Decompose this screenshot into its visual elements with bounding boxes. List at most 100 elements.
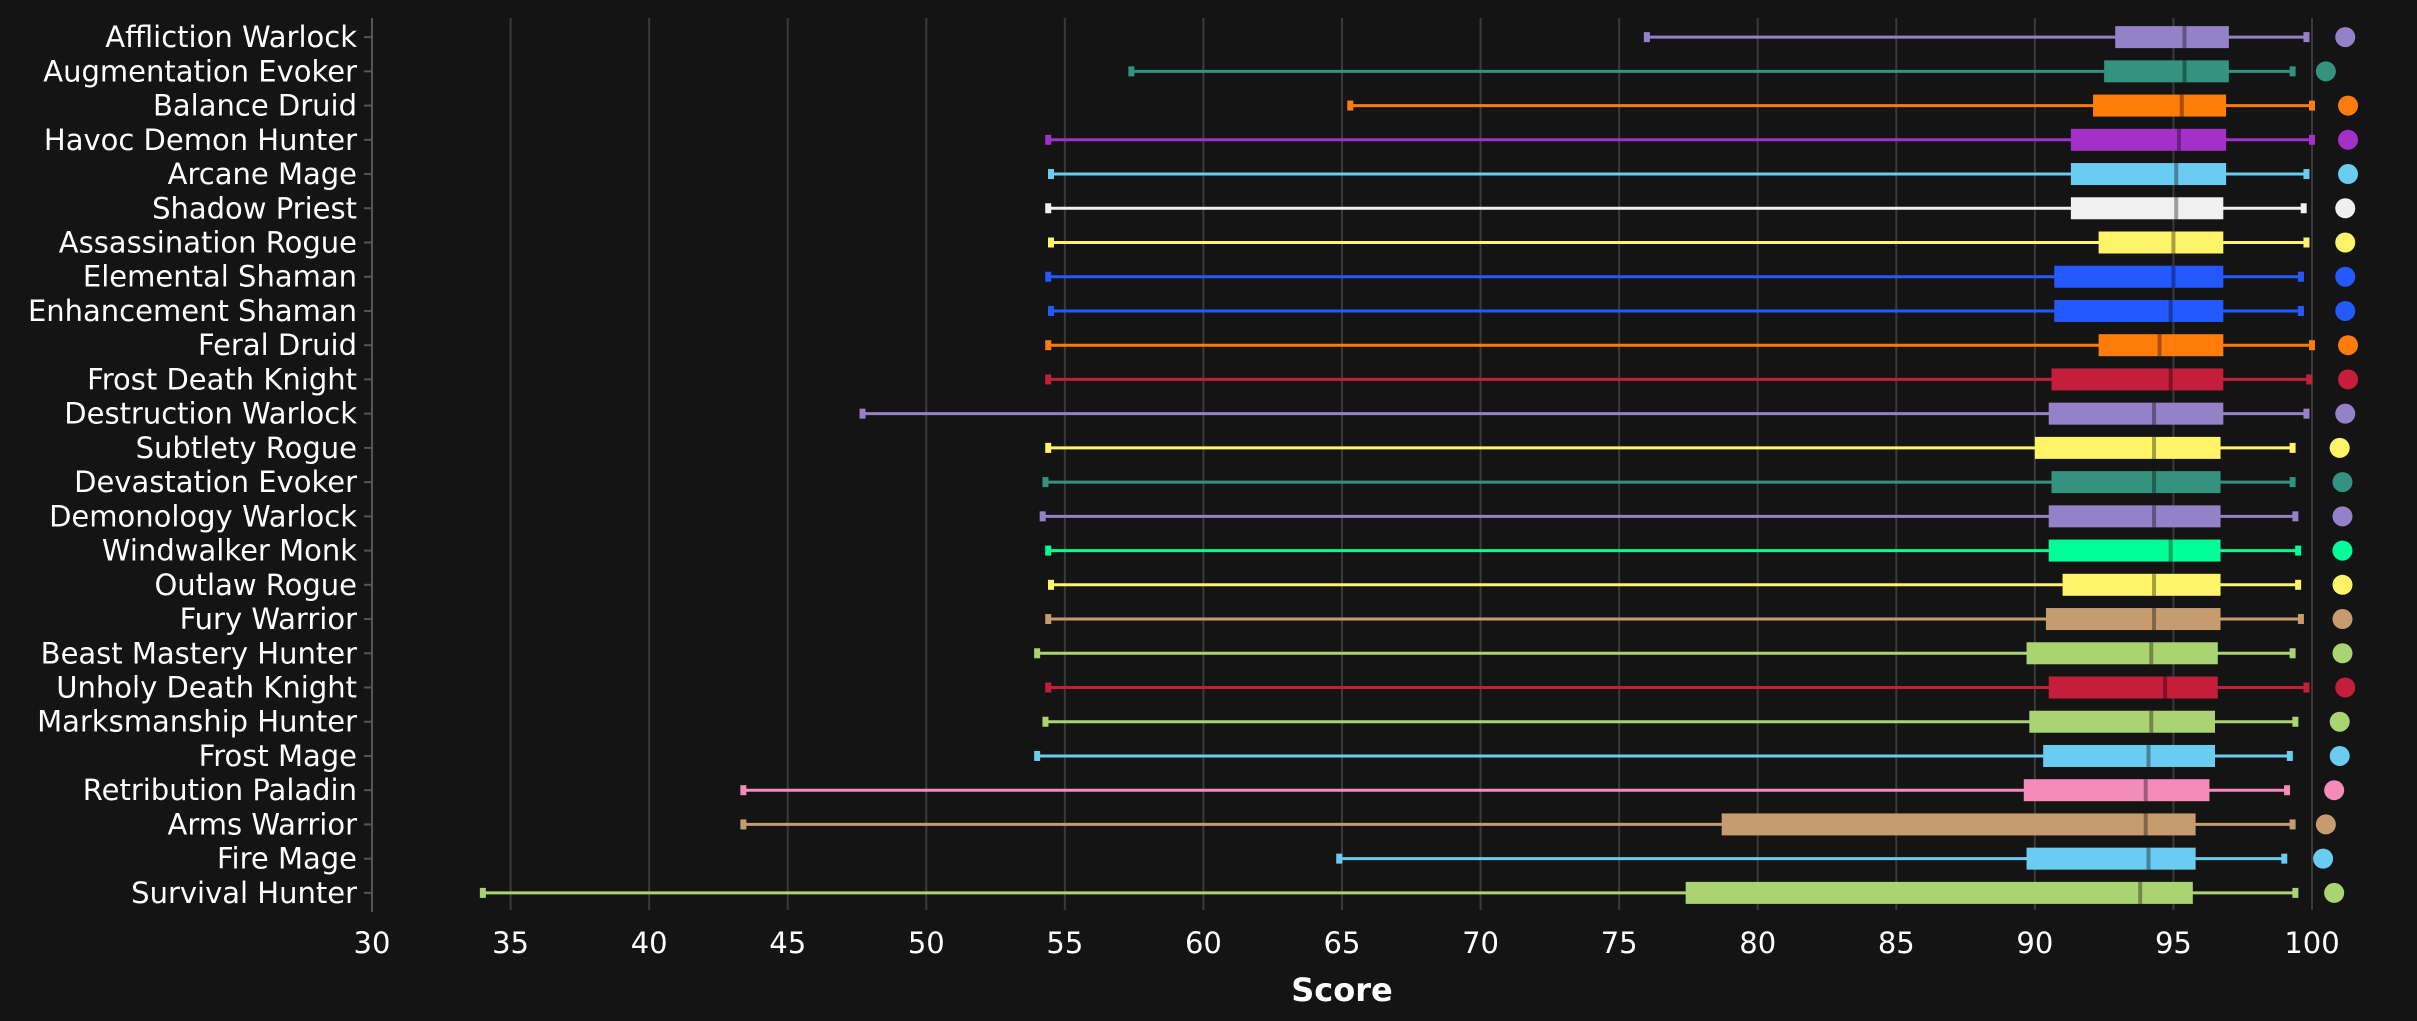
box-row: [1034, 744, 2350, 767]
iqr-box: [2023, 779, 2210, 802]
series-dot: [2324, 780, 2345, 801]
iqr-box: [2104, 60, 2229, 83]
category-label: Devastation Evoker: [74, 465, 357, 499]
whisker-max-cap: [2297, 305, 2304, 316]
category-label: Assassination Rogue: [59, 226, 357, 260]
x-tick-label: 55: [1046, 926, 1083, 960]
x-tick-label: 95: [2155, 926, 2192, 960]
iqr-box: [2048, 539, 2221, 562]
iqr-box: [2048, 505, 2221, 528]
series-dot: [2332, 540, 2353, 561]
whisker-max-cap: [2292, 887, 2299, 898]
iqr-box: [2054, 265, 2224, 288]
whisker-max-cap: [2303, 32, 2310, 43]
series-dot: [2338, 335, 2359, 356]
whisker-min-cap: [1034, 750, 1041, 761]
whisker-min-cap: [1042, 477, 1049, 488]
category-label: Retribution Paladin: [83, 773, 357, 807]
category-label: Fury Warrior: [180, 602, 358, 636]
box-row: [1048, 163, 2359, 186]
whisker-min-cap: [1045, 271, 1052, 282]
whisker-min-cap: [1045, 134, 1052, 145]
whisker-min-cap: [1128, 66, 1135, 77]
whisker-max-cap: [2289, 819, 2296, 830]
category-label: Frost Mage: [199, 739, 357, 773]
x-tick-label: 70: [1462, 926, 1499, 960]
whisker-min-cap: [1048, 237, 1054, 248]
whisker-max-cap: [2303, 169, 2310, 180]
iqr-box: [2115, 26, 2229, 49]
iqr-box: [2098, 231, 2224, 254]
x-tick-label: 90: [2016, 926, 2053, 960]
iqr-box: [2029, 710, 2215, 733]
whisker-min-cap: [1045, 442, 1052, 453]
whisker-min-cap: [1045, 374, 1052, 385]
whisker-max-cap: [2309, 100, 2315, 111]
whisker-max-cap: [2309, 134, 2315, 145]
whisker-max-cap: [2297, 614, 2304, 625]
category-label: Feral Druid: [198, 328, 357, 362]
iqr-box: [1685, 881, 2193, 904]
box-row: [859, 402, 2356, 425]
category-label: Enhancement Shaman: [28, 294, 357, 328]
box-row: [1045, 197, 2356, 220]
whisker-max-cap: [2289, 66, 2296, 77]
whisker-min-cap: [1045, 340, 1052, 351]
series-dot: [2335, 677, 2356, 698]
series-dot: [2329, 437, 2350, 458]
x-tick-label: 75: [1601, 926, 1638, 960]
x-axis-ticks: 30 35 40 45 50 55 60 65 70 75 80 85 90 95 100: [354, 926, 2340, 960]
whisker-min-cap: [1045, 203, 1052, 214]
category-label: Subtlety Rogue: [136, 431, 357, 465]
x-tick-label: 60: [1185, 926, 1222, 960]
whisker-min-cap: [1336, 853, 1343, 864]
whisker-max-cap: [2286, 750, 2293, 761]
series-dot: [2338, 95, 2359, 116]
whisker-max-cap: [2295, 579, 2302, 590]
box-row: [1336, 847, 2334, 870]
series-dot: [2315, 814, 2336, 835]
category-label: Beast Mastery Hunter: [41, 636, 357, 670]
box-row: [1045, 128, 2359, 151]
box-row: [1045, 334, 2359, 357]
iqr-box: [2043, 744, 2215, 767]
whisker-max-cap: [2289, 648, 2296, 659]
category-label: Augmentation Evoker: [43, 54, 357, 88]
box-row: [740, 813, 2336, 836]
iqr-box: [2054, 299, 2224, 322]
box-row: [1039, 505, 2353, 528]
category-label: Unholy Death Knight: [56, 671, 357, 705]
iqr-box: [2062, 573, 2221, 596]
x-tick-label: 65: [1324, 926, 1361, 960]
iqr-box: [2051, 471, 2221, 494]
whisker-max-cap: [2303, 408, 2310, 419]
whisker-min-cap: [1643, 32, 1650, 43]
x-tick-label: 80: [1739, 926, 1776, 960]
whisker-min-cap: [1048, 579, 1054, 590]
whisker-min-cap: [859, 408, 866, 419]
box-row: [1048, 231, 2356, 254]
whisker-max-cap: [2289, 477, 2296, 488]
whisker-max-cap: [2306, 374, 2313, 385]
box-row: [1048, 573, 2353, 596]
category-label: Balance Druid: [153, 89, 357, 123]
box-row: [1045, 539, 2353, 562]
category-label: Shadow Priest: [152, 191, 357, 225]
iqr-box: [2093, 94, 2227, 117]
category-label: Frost Death Knight: [87, 362, 357, 396]
series-dot: [2332, 643, 2353, 664]
category-label: Marksmanship Hunter: [37, 705, 357, 739]
category-label: Elemental Shaman: [83, 260, 357, 294]
box-row: [1034, 642, 2353, 665]
box-row: [1045, 265, 2356, 288]
category-label: Survival Hunter: [131, 876, 357, 910]
whisker-min-cap: [479, 887, 486, 898]
series-dot: [2332, 506, 2353, 527]
x-tick-label: 85: [1878, 926, 1915, 960]
series-dot: [2335, 232, 2356, 253]
iqr-box: [2026, 642, 2218, 665]
series-dot: [2335, 266, 2356, 287]
iqr-box: [2070, 128, 2227, 151]
x-tick-label: 40: [631, 926, 668, 960]
